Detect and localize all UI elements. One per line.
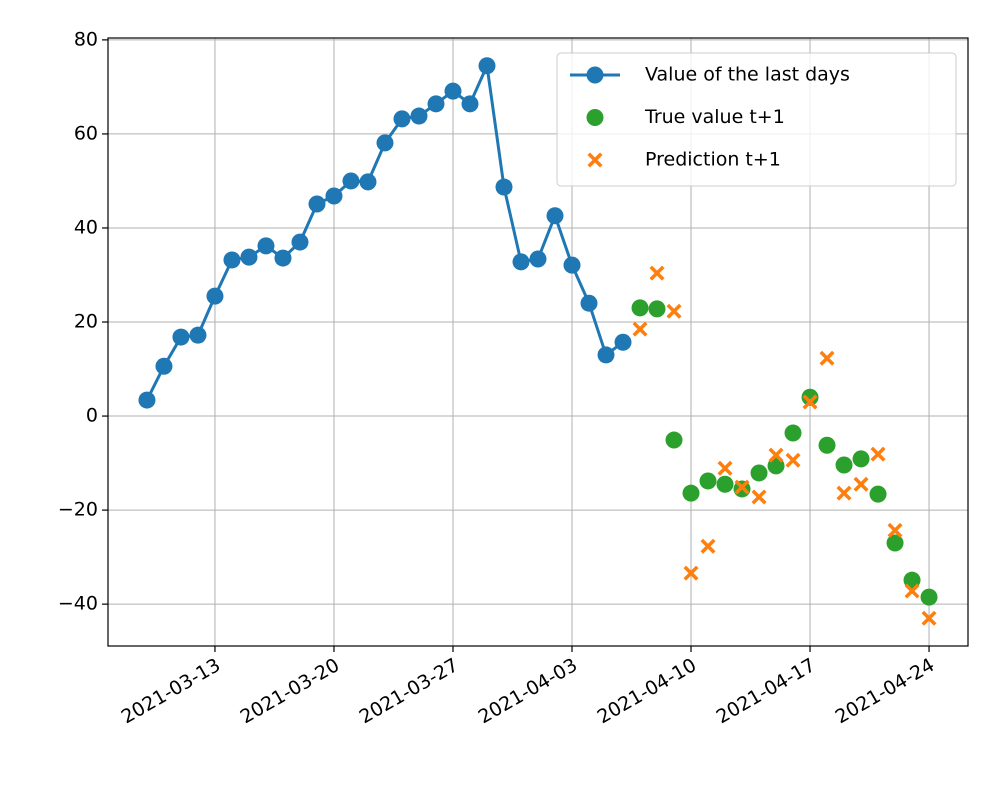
point (138, 391, 156, 409)
point (393, 110, 411, 128)
plot-under (108, 38, 968, 646)
y-tick-label: −20 (58, 499, 98, 521)
x-marker (785, 452, 801, 468)
point (920, 588, 938, 606)
y-tick-label: 0 (86, 405, 98, 427)
point (478, 57, 496, 75)
point (189, 326, 207, 344)
point (648, 300, 666, 318)
x-marker (734, 479, 750, 495)
x-marker (717, 460, 733, 476)
point (750, 464, 768, 482)
x-marker (819, 350, 835, 366)
x-marker (887, 522, 903, 538)
x-marker (904, 583, 920, 599)
point (172, 328, 190, 346)
point (427, 95, 445, 113)
x-marker (649, 265, 665, 281)
point (546, 207, 564, 225)
point (461, 95, 479, 113)
legend-marker (586, 109, 604, 126)
point (257, 237, 275, 255)
point (682, 484, 700, 502)
point (410, 107, 428, 125)
x-marker (870, 446, 886, 462)
y-tick-label: −40 (58, 593, 98, 615)
point (512, 253, 530, 271)
x-marker (666, 303, 682, 319)
point (359, 173, 377, 191)
legend-marker (586, 66, 604, 84)
point (529, 250, 547, 268)
plot-frame (107, 37, 969, 647)
x-marker (683, 565, 699, 581)
x-marker (921, 610, 937, 626)
point (631, 299, 649, 317)
point (223, 251, 241, 269)
point (597, 346, 615, 364)
legend-box (556, 52, 957, 187)
point (869, 485, 887, 503)
point (716, 475, 734, 493)
legend-label: Value of the last days (645, 64, 850, 86)
point (495, 178, 513, 196)
point (614, 333, 632, 351)
point (852, 450, 870, 468)
point (563, 256, 581, 274)
point (835, 456, 853, 474)
point (580, 294, 598, 312)
y-tick-label: 20 (74, 311, 98, 333)
x-marker (853, 476, 869, 492)
point (206, 287, 224, 305)
point (240, 248, 258, 266)
y-tick-label: 40 (74, 216, 98, 238)
x-marker (700, 538, 716, 554)
x-marker (751, 489, 767, 505)
legend-label: True value t+1 (644, 106, 785, 128)
legend-label: Prediction t+1 (645, 149, 781, 171)
x-marker (632, 321, 648, 337)
point (325, 187, 343, 205)
point (308, 195, 326, 213)
point (665, 431, 683, 449)
point (699, 472, 717, 490)
point (155, 357, 173, 375)
point (444, 82, 462, 100)
point (376, 134, 394, 152)
y-tick-label: 80 (74, 28, 98, 50)
x-marker (768, 447, 784, 463)
x-marker (802, 394, 818, 410)
point (291, 233, 309, 251)
legend-marker (587, 152, 603, 168)
point (274, 249, 292, 267)
point (886, 534, 904, 552)
point (342, 172, 360, 190)
point (784, 424, 802, 442)
x-marker (836, 485, 852, 501)
y-tick-label: 60 (74, 122, 98, 144)
point (801, 388, 819, 406)
point (818, 436, 836, 454)
